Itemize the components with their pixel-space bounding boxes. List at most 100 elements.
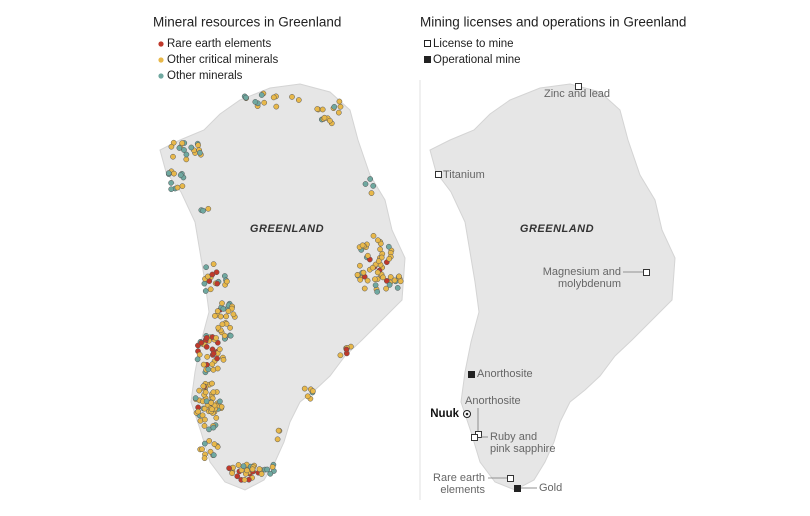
mineral-dot xyxy=(209,361,216,368)
mineral-dot xyxy=(199,412,206,419)
mineral-dot xyxy=(267,470,274,477)
mineral-dot xyxy=(374,288,381,295)
mineral-dot xyxy=(219,321,226,328)
mineral-dot xyxy=(181,147,187,153)
mineral-dot xyxy=(319,106,326,113)
mineral-dot xyxy=(217,313,224,320)
mineral-dot xyxy=(195,408,201,415)
site-label: molybdenum xyxy=(558,278,621,290)
mineral-dot xyxy=(372,282,379,289)
mineral-dot xyxy=(375,258,382,264)
mineral-dot xyxy=(192,395,199,401)
mineral-dot xyxy=(354,271,361,278)
capital-marker-dot xyxy=(465,412,469,416)
mineral-dot xyxy=(195,142,201,149)
operational-marker xyxy=(468,371,475,378)
mineral-dot xyxy=(209,271,216,278)
mineral-dot xyxy=(207,448,214,455)
mineral-dot xyxy=(168,186,175,193)
mineral-dot xyxy=(275,427,282,434)
mineral-dot xyxy=(368,190,375,196)
mineral-dot xyxy=(310,388,316,394)
mineral-dot xyxy=(179,140,186,146)
mineral-dot xyxy=(177,172,184,178)
mineral-dot xyxy=(380,274,386,281)
mineral-dot xyxy=(220,356,227,363)
mineral-dot xyxy=(217,398,223,405)
mineral-dot xyxy=(270,94,277,101)
mineral-dot xyxy=(200,383,207,390)
mineral-dot xyxy=(215,324,222,331)
site-label: Zinc and lead xyxy=(544,88,610,100)
legend-dot xyxy=(158,41,164,47)
mineral-dot xyxy=(241,476,248,483)
mineral-dot xyxy=(383,285,389,292)
mineral-dot xyxy=(396,273,402,280)
mineral-dot xyxy=(258,92,265,98)
mineral-dot xyxy=(243,94,249,101)
mineral-dot xyxy=(370,183,377,189)
mineral-dot xyxy=(198,339,205,346)
mineral-dot xyxy=(202,288,209,294)
mineral-dot xyxy=(343,346,350,353)
mineral-dot xyxy=(391,277,398,284)
site-label: Anorthosite xyxy=(477,368,533,380)
mineral-dot xyxy=(230,311,237,318)
site-label: Rare earth xyxy=(433,472,485,484)
country-label: GREENLAND xyxy=(520,223,594,235)
mineral-dot xyxy=(256,466,263,472)
mineral-dot xyxy=(210,261,217,267)
mineral-dot xyxy=(200,207,206,214)
mineral-dot xyxy=(214,280,221,287)
mineral-dot xyxy=(211,441,218,447)
license-marker xyxy=(471,434,478,441)
map-title: Mineral resources in Greenland xyxy=(153,15,341,30)
mineral-dot xyxy=(357,276,364,283)
mineral-dot xyxy=(374,269,381,276)
mineral-dot xyxy=(229,470,235,477)
mineral-dot xyxy=(337,103,344,110)
mineral-dot xyxy=(202,416,208,423)
mineral-dot xyxy=(227,332,234,339)
mineral-dot xyxy=(171,170,177,177)
mineral-dot xyxy=(337,352,344,359)
mineral-dot xyxy=(227,324,233,331)
mineral-dot xyxy=(240,463,247,470)
mineral-dot xyxy=(201,280,208,287)
mineral-dot xyxy=(261,99,268,106)
legend-dot xyxy=(158,57,164,63)
operational-marker xyxy=(514,485,521,492)
mineral-dot xyxy=(331,103,338,110)
site-label: Anorthosite xyxy=(465,395,521,407)
site-label: pink sapphire xyxy=(490,443,555,455)
site-label: elements xyxy=(440,484,485,496)
mineral-dot xyxy=(209,380,215,387)
left-map: Mineral resources in Greenland Rare eart… xyxy=(153,15,406,491)
legend-label: Other minerals xyxy=(167,70,243,82)
mineral-dot xyxy=(397,278,404,285)
mineral-dot xyxy=(364,252,371,259)
legend-label: Other critical minerals xyxy=(167,54,278,66)
mineral-dot xyxy=(335,109,342,116)
mineral-dot xyxy=(203,334,210,341)
mineral-dot xyxy=(235,462,242,468)
legend-dot xyxy=(158,73,164,79)
mineral-dot xyxy=(170,153,176,160)
mineral-dot xyxy=(377,246,383,253)
mineral-dot xyxy=(165,170,172,176)
mineral-dot xyxy=(206,438,213,444)
license-marker xyxy=(643,269,650,276)
mineral-dot xyxy=(394,285,401,291)
legend-label: License to mine xyxy=(433,38,514,50)
license-marker xyxy=(507,475,514,482)
mineral-dot xyxy=(264,466,271,473)
mineral-dot xyxy=(274,436,281,443)
mineral-dot xyxy=(252,99,259,105)
site-label: Titanium xyxy=(443,169,485,181)
mineral-dot xyxy=(383,278,390,284)
mineral-dot xyxy=(386,255,393,262)
mineral-dot xyxy=(386,282,393,288)
mineral-dot xyxy=(357,262,363,269)
mineral-dot xyxy=(289,94,295,100)
mineral-dot xyxy=(226,465,232,472)
